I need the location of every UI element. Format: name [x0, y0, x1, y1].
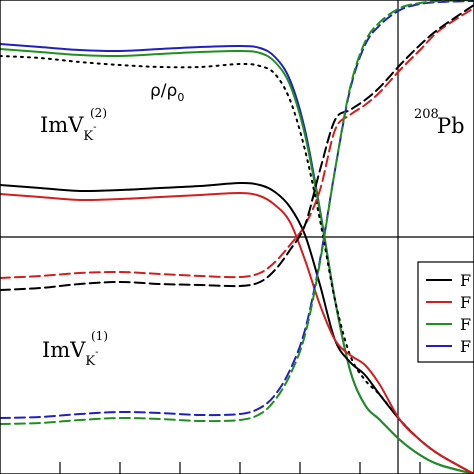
annotation-lower-charge: - — [95, 347, 98, 358]
legend-label-2: F — [460, 315, 471, 334]
svg-text:ImVK-: ImVK- — [42, 338, 98, 369]
legend-label-3: F — [460, 337, 471, 356]
annotation-upper-index: (2) — [90, 106, 107, 120]
annotation-upper: ImVK- (2) — [40, 106, 107, 144]
series-line-2 — [0, 55, 474, 474]
annotation-upper-charge: - — [93, 122, 96, 133]
axis-ticks — [59, 462, 421, 474]
annotation-lower: ImVK- (1) — [42, 329, 108, 369]
series-line-1 — [0, 48, 474, 474]
annotation-nucleus: 208 Pb — [414, 107, 465, 138]
legend-label-0: F — [460, 271, 471, 290]
annotation-lower-main: ImV — [42, 338, 86, 362]
annotation-upper-sub: K — [83, 129, 93, 144]
nucleus-mass: 208 — [414, 107, 439, 122]
series-line-6 — [0, 4, 474, 291]
annotation-upper-main: ImV — [40, 113, 84, 137]
series-line-7 — [0, 0, 474, 419]
series-line-5 — [0, 7, 474, 279]
series-line-8 — [0, 0, 474, 425]
annotation-lower-index: (1) — [91, 329, 108, 343]
svg-text:ImVK-: ImVK- — [40, 113, 96, 144]
annotation-lower-sub: K — [85, 354, 95, 369]
nucleus-symbol: Pb — [437, 114, 465, 138]
legend-label-1: F — [460, 293, 471, 312]
annotation-density: ρ/ρ0 — [150, 81, 184, 104]
